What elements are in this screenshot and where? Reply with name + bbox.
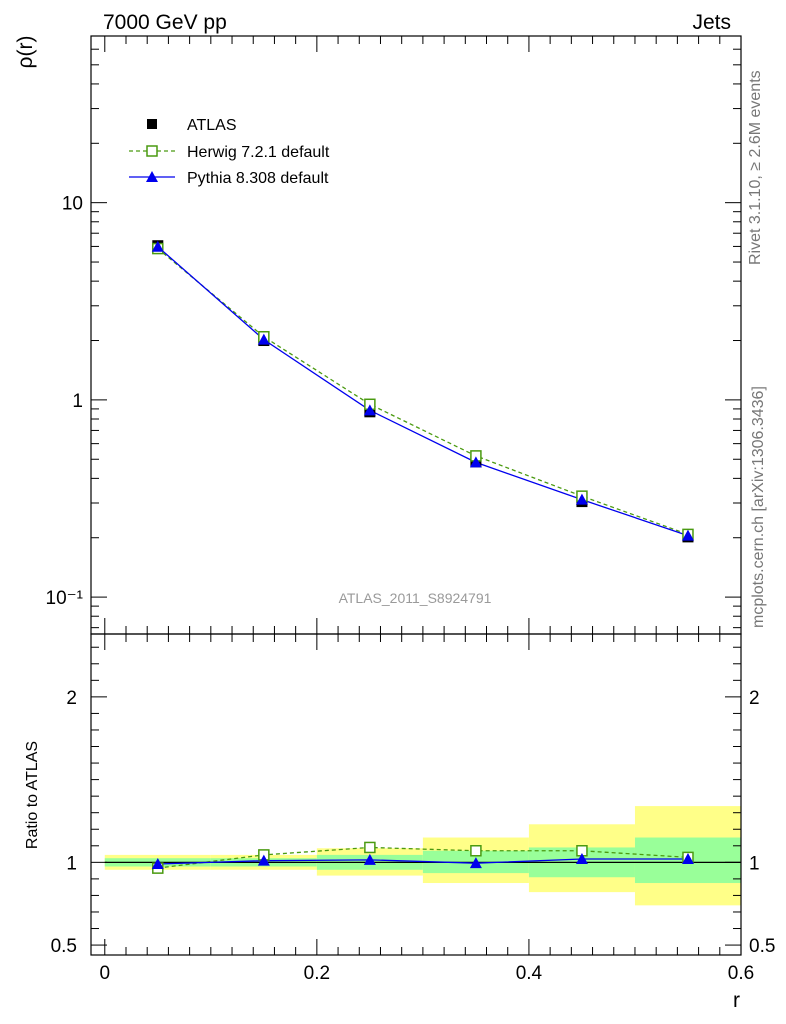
legend-label-atlas: ATLAS: [187, 117, 237, 134]
main-point-pythia: [575, 493, 588, 505]
legend-marker-pythia: [146, 171, 158, 182]
legend-marker-herwig: [146, 145, 158, 157]
ratio-y-tick-label-right: 1: [749, 853, 760, 874]
main-point-pythia: [151, 240, 164, 252]
ratio-y-tick-label-left: 0.5: [51, 936, 77, 957]
plot-title-right: Jets: [692, 11, 731, 34]
x-tick-label: 0.4: [516, 963, 543, 984]
x-axis-label: r: [733, 989, 740, 1012]
source-label: mcplots.cern.ch [arXiv:1306.3436]: [750, 386, 767, 628]
legend-label-herwig: Herwig 7.2.1 default: [187, 144, 330, 161]
analysis-watermark: ATLAS_2011_S8924791: [339, 590, 492, 606]
main-point-pythia: [363, 404, 376, 416]
ratio-line-pythia: [157, 858, 688, 865]
legend: ATLAS Herwig 7.2.1 default Pythia 8.308 …: [129, 117, 330, 187]
ratio-panel: 2 2 1 1 0.5 0.5 0 0.2 0.4 0.6: [51, 633, 775, 984]
ratio-point-pythia: [151, 857, 164, 869]
rivet-label: Rivet 3.1.10, ≥ 2.6M events: [747, 70, 764, 265]
ratio-point-pythia: [575, 853, 588, 865]
ratio-point-pythia: [681, 853, 694, 865]
main-y-tick-label: 10: [62, 194, 83, 215]
legend-label-pythia: Pythia 8.308 default: [187, 170, 329, 187]
ratio-y-tick-label-right: 2: [749, 688, 760, 709]
ratio-series-layer: [151, 841, 694, 874]
ratio-point-pythia: [363, 853, 376, 865]
x-tick-label: 0.2: [304, 963, 330, 984]
ratio-y-axis-label: Ratio to ATLAS: [24, 741, 41, 849]
ratio-y-tick-label-left: 2: [66, 688, 77, 709]
ratio-point-herwig: [470, 845, 482, 857]
x-tick-label: 0: [99, 963, 110, 984]
legend-entry-herwig: Herwig 7.2.1 default: [129, 144, 330, 161]
ratio-y-tick-label-right: 0.5: [749, 936, 775, 957]
legend-entry-pythia: Pythia 8.308 default: [129, 170, 329, 187]
ratio-line-herwig: [157, 846, 689, 869]
ratio-point-pythia: [257, 854, 270, 866]
legend-marker-atlas: [147, 119, 157, 129]
main-y-axis-label: ρ(r): [14, 36, 37, 69]
legend-entry-atlas: ATLAS: [147, 117, 237, 134]
ratio-y-tick-label-left: 1: [66, 853, 77, 874]
main-point-pythia: [469, 456, 482, 468]
main-y-tick-label: 1: [72, 391, 83, 412]
ratio-frame: [90, 633, 742, 956]
main-series-layer: [151, 240, 694, 543]
ratio-point-pythia: [469, 857, 482, 869]
main-y-tick-label: 10⁻¹: [46, 588, 84, 609]
main-line-herwig: [157, 248, 689, 535]
ratio-uncertainty-bands: [104, 806, 741, 906]
main-point-pythia: [681, 529, 694, 541]
main-line-pythia: [157, 246, 689, 537]
plot-title-left: 7000 GeV pp: [103, 11, 227, 34]
main-point-pythia: [257, 333, 270, 345]
x-tick-label: 0.6: [728, 963, 754, 984]
ratio-point-herwig: [364, 841, 376, 854]
